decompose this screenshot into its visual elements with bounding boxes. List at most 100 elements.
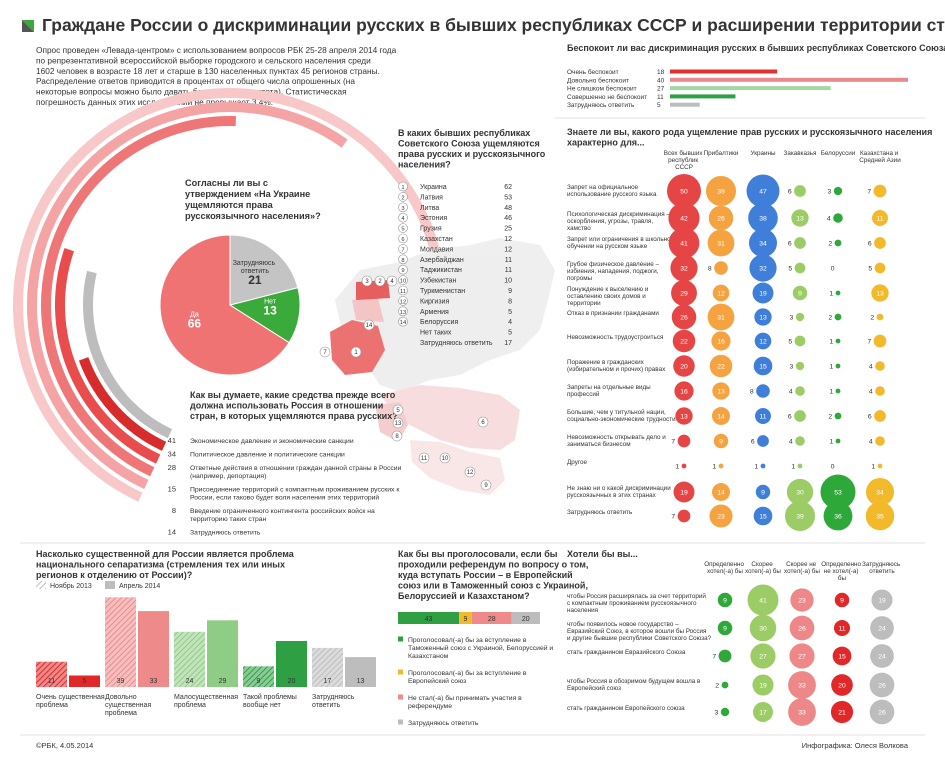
list-label: Грузия (420, 226, 442, 233)
rank-number: 6 (401, 237, 404, 243)
pie-label: Затрудняюсь ответить (233, 260, 277, 275)
rank-number: 7 (401, 247, 404, 253)
map-marker (477, 416, 489, 428)
legend-label: Не стал(-а) бы принимать участия в рефер… (408, 694, 524, 710)
column-header: Казахстана и Средней Азии (859, 150, 901, 164)
bubble-value: 1 (829, 388, 833, 395)
rank-number: 1 (401, 185, 404, 191)
bubble-value: 14 (717, 413, 725, 420)
bubble-value: 17 (759, 709, 767, 716)
category-label: Такой проблемы вообще нет (243, 693, 299, 709)
map-kazakhstan (380, 385, 520, 450)
bar-value: 39 (117, 678, 125, 685)
bubble-value: 15 (759, 513, 767, 520)
bubble (746, 174, 780, 208)
bubble-value: 9 (723, 597, 727, 604)
pie-slice (228, 286, 301, 344)
rank-number: 9 (401, 268, 404, 274)
bubble (755, 408, 771, 424)
row-label: Большие, чем у титульной нации, социальн… (567, 408, 676, 423)
bubble-value: 12 (759, 338, 767, 345)
map-marker (464, 466, 476, 478)
rank-badge (398, 202, 408, 213)
bubble-value: 32 (759, 265, 767, 272)
list-value: 11 (505, 267, 512, 274)
bubble (714, 261, 728, 275)
bubble-value: 26 (680, 314, 688, 321)
bubble (794, 410, 806, 422)
pie-value: 21 (248, 273, 262, 287)
list-label: Затрудняюсь ответить (420, 340, 493, 347)
map-marker-number: 7 (323, 350, 327, 356)
bar-segment (511, 612, 540, 624)
bubble-value: 13 (796, 215, 804, 222)
radial-label: Экономическое давление и экономические с… (190, 438, 354, 445)
bubble-value: 41 (759, 597, 767, 604)
map-central-asia (410, 440, 505, 495)
bar-title: Беспокоит ли вас дискриминация русских в… (567, 43, 945, 53)
bubble (748, 203, 778, 233)
bubble-value: 13 (680, 413, 688, 420)
bubble-value: 13 (717, 388, 725, 395)
map-marker-number: 6 (481, 420, 485, 426)
bubble-value: 24 (878, 625, 886, 632)
bubble (876, 313, 884, 321)
bubble-value: 36 (834, 513, 842, 520)
legend-label: Проголосовал(-а) бы за вступление в Евро… (408, 669, 528, 685)
category-label: Затрудняюсь ответить (312, 694, 356, 709)
bubble (835, 388, 841, 394)
bar (69, 675, 100, 687)
radial-bar (41, 116, 236, 477)
bubble-value: 9 (840, 597, 844, 604)
bubble (753, 506, 773, 526)
list-value: 12 (504, 246, 512, 253)
radial-bar (13, 88, 440, 502)
list-label: Армения (420, 309, 449, 316)
bubble-value: 33 (798, 709, 806, 716)
bubble-value: 23 (717, 513, 725, 520)
bubble (834, 592, 850, 608)
bubble (711, 331, 731, 351)
map-marker (480, 479, 492, 491)
bubble-value: 8 (750, 388, 754, 395)
rank-number: 3 (401, 206, 404, 212)
bubble (794, 185, 806, 197)
map-marker (350, 346, 362, 358)
bubble (874, 262, 886, 274)
bar-segment (471, 612, 512, 624)
bubble (752, 282, 774, 304)
map-marker-number: 4 (390, 279, 394, 285)
list-label: Узбекистан (420, 277, 457, 285)
bubble-value: 11 (838, 625, 845, 632)
bar-value: 11 (657, 94, 664, 101)
rank-badge (398, 233, 408, 244)
bubble-value: 41 (680, 240, 688, 247)
bubble-value: 3 (790, 363, 794, 370)
list-label: Молдавия (420, 246, 453, 253)
radial-value: 8 (172, 506, 176, 515)
bubble-value: 0 (831, 265, 835, 272)
bubble (712, 483, 730, 501)
bubble (865, 501, 895, 531)
bubble (671, 280, 697, 306)
bubble (873, 334, 887, 348)
bubble (717, 592, 733, 608)
rank-badge (398, 285, 408, 296)
legend-label: Проголосовал(-а) бы за вступление в Тамо… (408, 636, 555, 660)
list-value: 12 (504, 236, 512, 243)
radial-value: 34 (168, 450, 176, 459)
bubble-value: 2 (828, 413, 832, 420)
bubble (717, 620, 733, 636)
bubble-value: 11 (876, 215, 883, 222)
bar (138, 611, 169, 687)
radial-value: 15 (168, 485, 176, 494)
bubble (875, 436, 885, 446)
bubble (874, 237, 886, 249)
bubble (668, 202, 700, 234)
bubble-value: 50 (680, 188, 688, 195)
legend-swatch (398, 694, 403, 700)
map-marker (391, 430, 403, 442)
bubble (707, 303, 735, 331)
bubble (870, 644, 894, 668)
bubble (748, 228, 778, 258)
